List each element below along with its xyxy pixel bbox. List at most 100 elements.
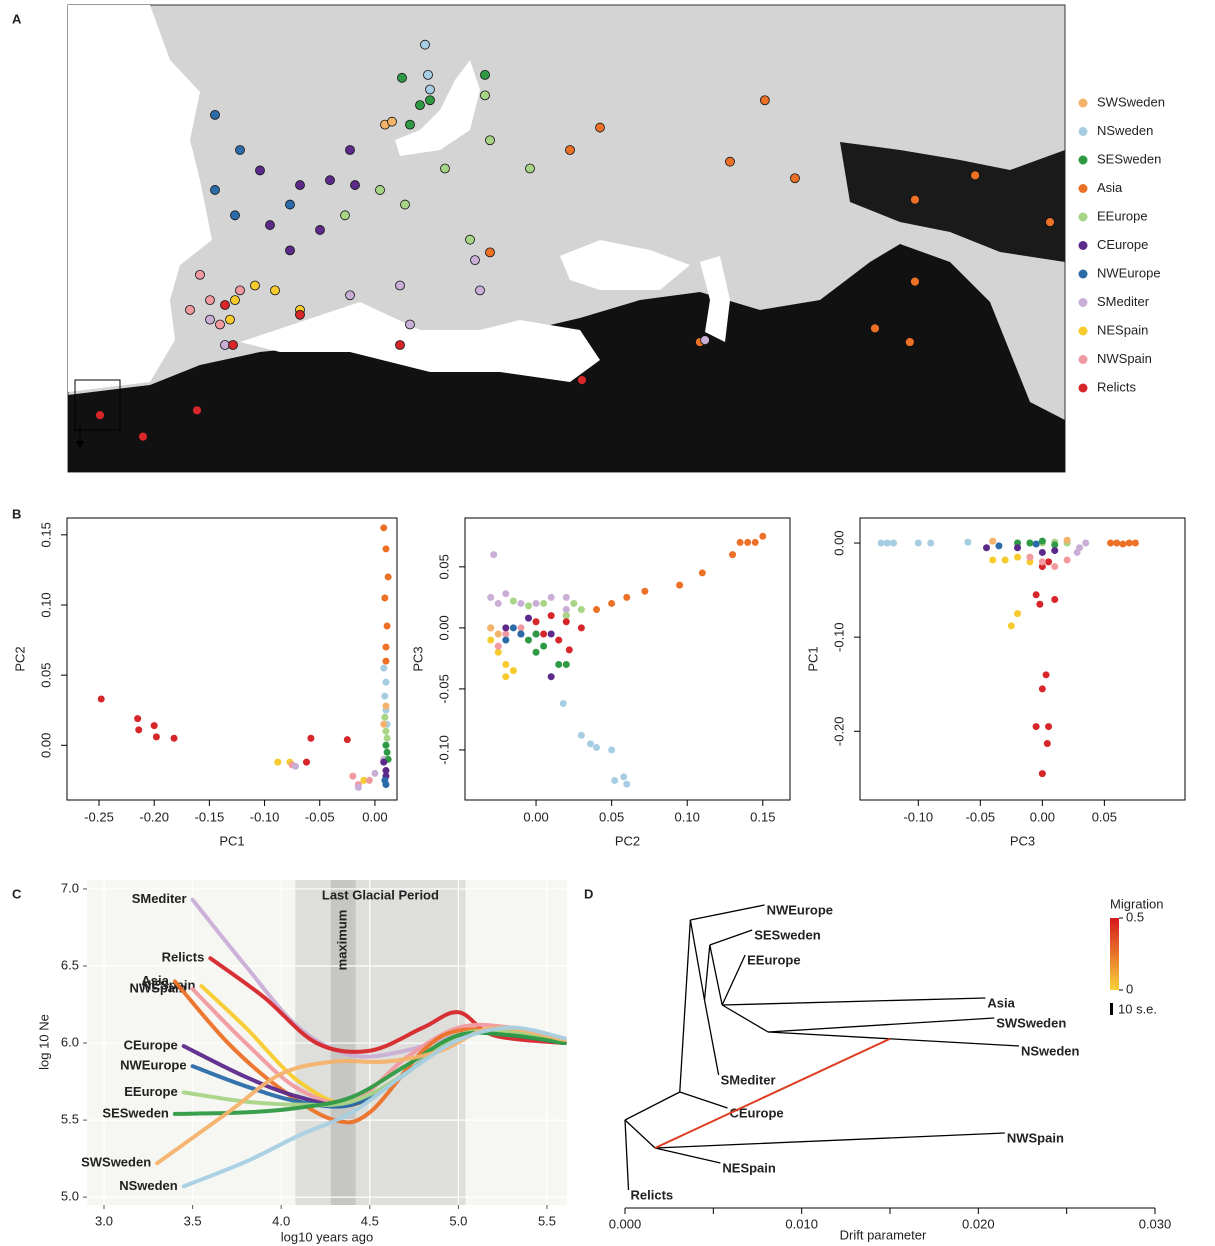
scatter-point [586, 740, 594, 748]
sample-point [230, 210, 240, 221]
shaded-label: maximum [335, 910, 350, 971]
scatter-point [540, 599, 548, 607]
scatter-point [620, 773, 628, 781]
tree-branch [768, 1017, 995, 1033]
x-axis-title: log10 years ago [281, 1229, 374, 1244]
scatter-point [547, 630, 555, 638]
scatter-point [517, 630, 525, 638]
scatter-point [1026, 539, 1034, 547]
sample-point [725, 156, 735, 167]
series-label: NWSpain [130, 981, 187, 996]
se-label: 10 s.e. [1118, 1001, 1157, 1016]
scatter-point [608, 599, 616, 607]
scatter-point [547, 612, 555, 620]
sample-point [970, 170, 981, 181]
scatter-point [1032, 540, 1040, 548]
series-label: SWSweden [81, 1155, 151, 1170]
scatter-point [593, 606, 601, 614]
scatter-point [1051, 547, 1059, 555]
scatter-point [562, 618, 570, 626]
scatter-point [509, 624, 517, 632]
tree-branch [624, 1119, 656, 1149]
scatter-point [565, 646, 573, 654]
scatter-point [382, 781, 390, 789]
scatter-point [1073, 548, 1081, 556]
ne-curve [172, 1030, 567, 1116]
scatter-point [1113, 539, 1121, 547]
sample-point [565, 145, 575, 155]
sample-point [345, 145, 355, 155]
scatter-point [487, 624, 495, 632]
scatter-point [555, 636, 563, 644]
scatter-point [1051, 541, 1059, 549]
tree-branch [709, 944, 723, 1006]
scatter-point [381, 594, 389, 602]
x-tick-label: -0.15 [195, 809, 225, 824]
legend-swatch [1078, 298, 1088, 307]
sample-point [405, 319, 415, 330]
inset-box [74, 379, 121, 431]
scatter-point [381, 713, 389, 721]
scatter-point [1014, 610, 1022, 618]
tree-branch [703, 944, 711, 1001]
scatter-point [1119, 540, 1127, 548]
sample-point [340, 210, 350, 221]
scatter-point [540, 642, 548, 650]
scatter-point [517, 624, 525, 632]
scatter-point [559, 700, 567, 708]
sample-point [400, 199, 410, 210]
population-label: Relicts [631, 1187, 674, 1202]
sample-point [870, 323, 880, 334]
sample-point [295, 309, 305, 320]
tree-branch [703, 999, 720, 1076]
y-axis-title: log 10 Ne [36, 1014, 51, 1070]
scatter-point [349, 772, 357, 780]
sample-point [228, 340, 238, 350]
scatter-point [502, 673, 510, 681]
scatter-point [509, 597, 517, 605]
scatter-point [577, 606, 585, 614]
sample-point [387, 116, 397, 127]
x-tick-label: -0.05 [305, 809, 335, 824]
scatter-point [371, 769, 379, 777]
scatter-point [494, 642, 502, 650]
sample-point [425, 95, 435, 106]
sample-point [577, 375, 587, 385]
sample-point [210, 185, 220, 195]
tree-branch [655, 1132, 1005, 1149]
sample-point [225, 314, 235, 325]
sample-point [345, 290, 355, 301]
x-tick-label: -0.10 [903, 809, 933, 824]
sample-point [395, 340, 405, 350]
x-tick-label: -0.25 [84, 809, 114, 824]
scatter-point [1051, 563, 1059, 571]
scatter-point [889, 539, 897, 547]
y-axis-title: PC3 [410, 646, 425, 671]
scatter-point [1042, 671, 1050, 679]
series-label: NWEurope [120, 1058, 186, 1073]
scatter-point [487, 636, 495, 644]
scatter-point [1038, 770, 1046, 778]
sample-point [595, 122, 605, 133]
scatter-point [494, 599, 502, 607]
scatter-point [307, 734, 315, 742]
scatter-point [608, 746, 616, 754]
scatter-point [1063, 556, 1071, 564]
sample-point [295, 180, 305, 190]
x-tick-label: 0.15 [750, 809, 775, 824]
legend-label: Relicts [1097, 379, 1137, 394]
scatter-point [1026, 553, 1034, 561]
x-axis-title: PC2 [615, 833, 640, 848]
migration-edge [654, 1037, 891, 1149]
sample-point [395, 280, 405, 291]
colorbar-tick-label: 0 [1126, 981, 1133, 996]
tree-branch [679, 919, 692, 1093]
se-bar [1110, 1003, 1113, 1015]
panel-label: B [12, 506, 21, 521]
scatter-point [1036, 600, 1044, 608]
legend-swatch [1078, 98, 1088, 108]
sample-point [470, 255, 480, 266]
sample-point [480, 70, 490, 80]
legend-label: EEurope [1097, 208, 1148, 223]
